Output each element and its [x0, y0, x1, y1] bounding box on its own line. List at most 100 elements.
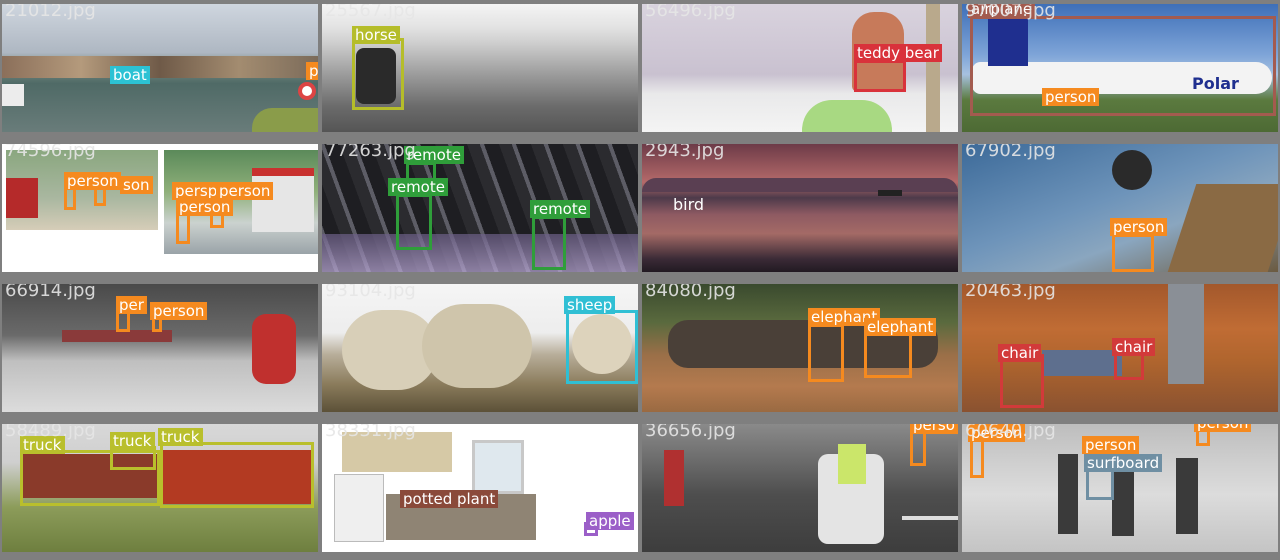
bbox-horse [352, 38, 404, 110]
tile-77263[interactable]: 77263.jpg remote remote remote [322, 144, 638, 272]
bbox-sheep [566, 310, 638, 384]
label-person: person [150, 302, 208, 320]
sheep [572, 314, 632, 374]
kitchen-cabinets [342, 432, 452, 472]
buoy [298, 82, 316, 100]
snowboarder [252, 314, 296, 384]
bbox-elephant [864, 332, 912, 378]
bbox-airplane [970, 16, 1276, 116]
label-truck: truck [20, 436, 65, 454]
label-person: person [216, 182, 274, 200]
filename-label: 60640.jpg [965, 424, 1056, 441]
bbox-chair [1000, 354, 1044, 408]
label-person: per [116, 296, 147, 314]
label-remote: remote [404, 146, 464, 164]
tile-74596[interactable]: 74596.jpg person son perspe person perso… [2, 144, 318, 272]
label-sheep: sheep [564, 296, 616, 314]
filename-label: 58489.jpg [5, 424, 96, 441]
purple-glow [322, 234, 638, 272]
distant-hills [642, 178, 958, 192]
fridge [334, 474, 384, 542]
horse-silhouette [356, 48, 396, 104]
polar-logo: Polar [1192, 74, 1239, 93]
filename-label: 56496.jpg [645, 4, 736, 21]
grass-bank [252, 108, 318, 132]
rider [1112, 150, 1152, 190]
tile-36656[interactable]: 36656.jpg perso [642, 424, 958, 552]
bbox-truck [160, 442, 314, 508]
filename-label: 93104.jpg [325, 284, 416, 301]
sofa [1042, 350, 1122, 376]
tile-67902[interactable]: 67902.jpg person [962, 144, 1278, 272]
bbox-teddy-bear [854, 60, 906, 92]
sunset-beach-photo [642, 144, 958, 272]
label-truck: truck [158, 428, 203, 446]
filename-label: 25567.jpg [325, 4, 416, 21]
tile-60640[interactable]: 60640.jpg person person person surfboard [962, 424, 1278, 552]
label-person: p [306, 62, 318, 80]
tile-58489[interactable]: 58489.jpg truck truck truck [2, 424, 318, 552]
label-elephant: elephant [808, 308, 881, 326]
surfer [1058, 454, 1078, 534]
label-bird: bird [673, 195, 705, 214]
bbox-remote [532, 216, 566, 270]
tile-93104[interactable]: 93104.jpg sheep [322, 284, 638, 412]
label-person: son [120, 176, 153, 194]
airplane-body [972, 62, 1272, 94]
label-person: person [1042, 88, 1100, 106]
filename-label: 36656.jpg [645, 424, 736, 441]
label-airplane: airplane [968, 4, 1036, 18]
green-blanket [802, 100, 892, 132]
tile-66914[interactable]: 66914.jpg per person [2, 284, 318, 412]
bbox-truck [20, 450, 160, 506]
tile-25567[interactable]: 25567.jpg horse [322, 4, 638, 132]
tile-38331[interactable]: 38331.jpg potted plant apple [322, 424, 638, 552]
tile-97007[interactable]: Polar 97007.jpg airplane person [962, 4, 1278, 132]
banner [62, 330, 172, 342]
label-person: person [968, 424, 1026, 442]
airplane-tail [988, 16, 1028, 66]
bed-post [926, 4, 940, 132]
label-remote: remote [530, 200, 590, 218]
tile-56496[interactable]: 56496.jpg teddy bear [642, 4, 958, 132]
label-truck: truck [110, 432, 155, 450]
filename-label: 77263.jpg [325, 144, 416, 161]
bbox-elephant [808, 324, 844, 382]
filename-label: 38331.jpg [325, 424, 416, 441]
tile-20463[interactable]: 20463.jpg chair chair [962, 284, 1278, 412]
label-boat: boat [110, 66, 150, 84]
moored-boat [2, 84, 24, 106]
tile-84080[interactable]: 84080.jpg elephant elephant [642, 284, 958, 412]
tile-2943[interactable]: 2943.jpg bird [642, 144, 958, 272]
bus [252, 168, 314, 232]
label-potted-plant: potted plant [400, 490, 499, 508]
label-apple: apple [586, 512, 634, 530]
bbox-surfboard [1086, 468, 1114, 500]
filename-label: 84080.jpg [645, 284, 736, 301]
filename-label: 67902.jpg [965, 144, 1056, 161]
pedestrian [664, 450, 684, 506]
tile-21012[interactable]: 21012.jpg boat p [2, 4, 318, 132]
label-person: perspe [172, 182, 230, 200]
filename-label: 21012.jpg [5, 4, 96, 21]
label-elephant: elephant [864, 318, 937, 336]
filename-label: 2943.jpg [645, 144, 725, 161]
bedroom-photo [642, 4, 958, 132]
label-chair: chair [1112, 338, 1156, 356]
surfer [1176, 458, 1198, 534]
label-person: person [176, 198, 234, 216]
label-person: person [1110, 218, 1168, 236]
red-truck [6, 178, 38, 218]
label-remote: remote [388, 178, 448, 196]
label-teddy-bear: teddy bear [854, 44, 942, 62]
label-chair: chair [998, 344, 1042, 362]
boat-on-horizon [878, 190, 902, 196]
bbox-person [1112, 234, 1154, 272]
rider-jacket [838, 444, 866, 484]
filename-label: 20463.jpg [965, 284, 1056, 301]
label-person: person [1082, 436, 1140, 454]
truck [22, 454, 162, 498]
surfer [1112, 456, 1134, 536]
window [472, 440, 524, 494]
label-surfboard: surfboard [1084, 454, 1163, 472]
